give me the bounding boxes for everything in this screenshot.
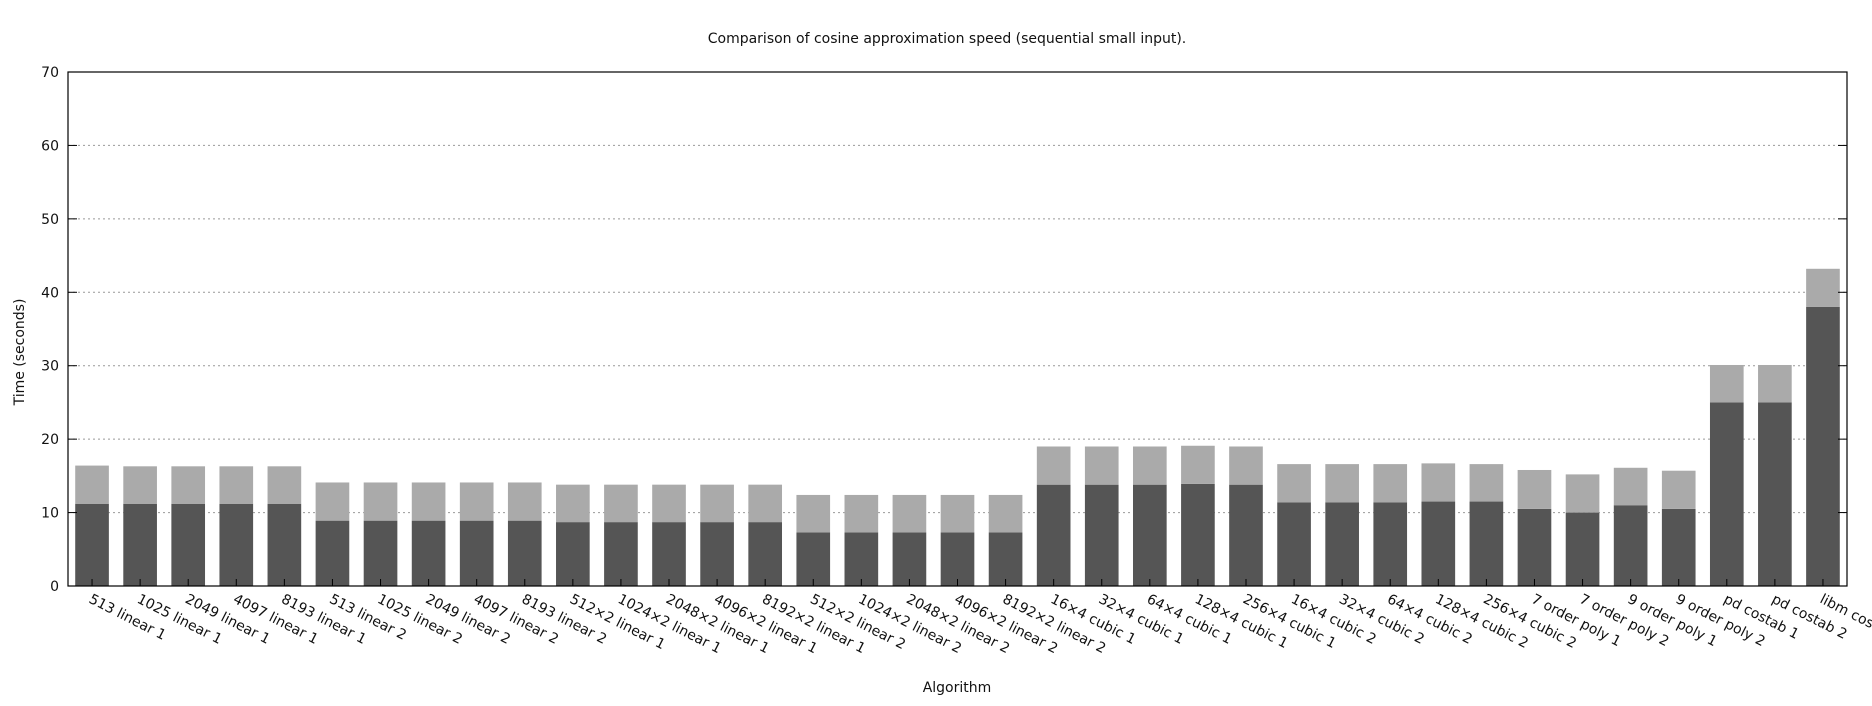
y-axis-ticks: 0 10 20 30 40 50 60 70 (41, 65, 1847, 595)
bar-segment-series-2 (1277, 464, 1311, 503)
bar-segment-series-1 (363, 520, 398, 586)
bar-segment-series-2 (796, 494, 831, 533)
bar-segment-series-1 (748, 522, 783, 586)
y-tick-label: 50 (41, 212, 59, 228)
bar-segment-series-1 (700, 522, 734, 586)
bar-segment-series-1 (1469, 501, 1504, 586)
bar-segment-series-2 (123, 466, 157, 504)
bar-segment-series-2 (1036, 446, 1071, 485)
bar-segment-series-1 (171, 503, 206, 586)
bar-segment-series-2 (1084, 446, 1119, 485)
bar-segment-series-2 (892, 494, 927, 533)
y-tick-label: 10 (41, 506, 59, 522)
bar-segment-series-1 (1181, 483, 1215, 586)
bar-segment-series-1 (940, 532, 975, 586)
bar-segment-series-1 (844, 532, 879, 586)
bar-segment-series-1 (219, 503, 254, 586)
bar-segment-series-2 (700, 484, 734, 523)
bar-segment-series-1 (1277, 502, 1311, 586)
bar-segment-series-2 (988, 494, 1023, 533)
bar-segment-series-2 (1613, 467, 1648, 506)
y-tick-label: 30 (41, 359, 59, 375)
bar-segment-series-1 (123, 503, 157, 586)
y-axis-label: Time (seconds) (12, 299, 28, 407)
bar-segment-series-2 (1758, 364, 1792, 403)
bar-segment-series-1 (507, 520, 542, 586)
bar-segment-series-1 (75, 503, 109, 586)
bar-segment-series-1 (1709, 402, 1744, 586)
bar-segment-series-2 (411, 482, 446, 521)
bar-segment-series-2 (219, 466, 254, 504)
y-tick-label: 0 (50, 579, 59, 595)
x-axis-label: Algorithm (923, 680, 992, 696)
bar-segment-series-1 (1325, 502, 1359, 586)
bar-segment-series-2 (1421, 463, 1456, 502)
bar-segment-series-2 (1661, 470, 1696, 509)
bar-segment-series-2 (267, 466, 302, 504)
bar-segment-series-2 (652, 484, 686, 523)
bar-segment-series-2 (507, 482, 542, 521)
bar-segment-series-1 (652, 522, 686, 586)
y-tick-label: 20 (41, 432, 59, 448)
bar-segment-series-2 (363, 482, 398, 521)
bar-segment-series-2 (604, 484, 638, 523)
bar-segment-series-1 (1132, 484, 1167, 586)
chart-title: Comparison of cosine approximation speed… (708, 31, 1187, 47)
y-tick-label: 70 (41, 65, 59, 81)
bar-segment-series-2 (1709, 364, 1744, 403)
bar-segment-series-2 (315, 482, 350, 521)
bar-segment-series-1 (459, 520, 494, 586)
bars (75, 268, 1840, 586)
bar-segment-series-2 (1181, 445, 1215, 484)
bar-segment-series-1 (556, 522, 590, 586)
bar-segment-series-2 (1373, 464, 1408, 503)
bar-segment-series-1 (1661, 508, 1696, 586)
bar-segment-series-2 (1565, 474, 1600, 513)
bar-segment-series-2 (75, 465, 109, 504)
bar-segment-series-2 (1132, 446, 1167, 485)
bar-segment-series-1 (1806, 306, 1840, 586)
y-tick-label: 40 (41, 285, 59, 301)
bar-segment-series-1 (315, 520, 350, 586)
bar-segment-series-2 (1229, 446, 1263, 485)
bar-segment-series-2 (748, 484, 783, 523)
bar-segment-series-1 (267, 503, 302, 586)
bar-segment-series-1 (796, 532, 831, 586)
bar-segment-series-2 (1325, 464, 1359, 503)
bar-segment-series-2 (844, 494, 879, 533)
bar-segment-series-1 (1421, 501, 1456, 586)
bar-segment-series-1 (604, 522, 638, 586)
bar-segment-series-2 (1517, 469, 1552, 509)
bar-segment-series-2 (1806, 268, 1840, 307)
bar-segment-series-2 (1469, 464, 1504, 502)
bar-segment-series-1 (1758, 402, 1792, 586)
bar-segment-series-2 (459, 482, 494, 521)
bar-segment-series-1 (892, 532, 927, 586)
bar-segment-series-2 (940, 494, 975, 533)
bar-segment-series-1 (411, 520, 446, 586)
bar-segment-series-1 (988, 532, 1023, 586)
bar-segment-series-1 (1229, 484, 1263, 586)
bar-segment-series-1 (1613, 505, 1648, 586)
bar-segment-series-1 (1565, 512, 1600, 586)
bar-segment-series-1 (1084, 484, 1119, 586)
bar-segment-series-2 (171, 466, 206, 504)
bar-segment-series-2 (556, 484, 590, 523)
bar-segment-series-1 (1036, 484, 1071, 586)
y-tick-label: 60 (41, 138, 59, 154)
bar-segment-series-1 (1373, 502, 1408, 586)
bar-segment-series-1 (1517, 508, 1552, 586)
